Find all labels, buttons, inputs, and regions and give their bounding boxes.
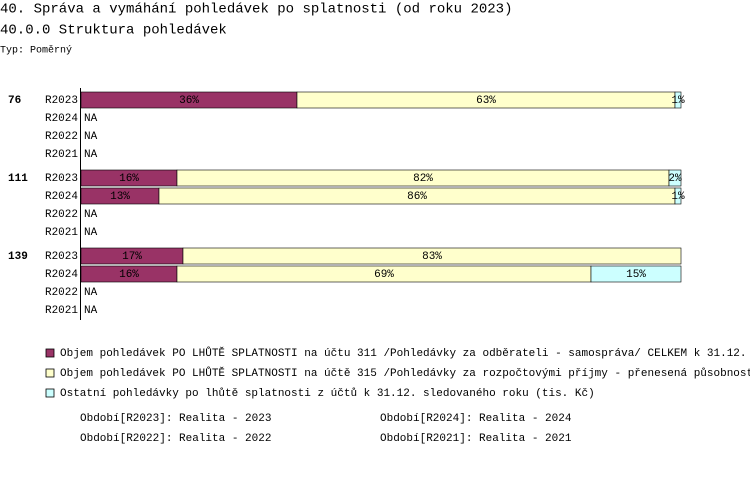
category-label: R2023 — [45, 251, 78, 263]
category-label: R2022 — [45, 287, 78, 299]
category-label: R2024 — [45, 269, 78, 281]
value-label: 16% — [119, 269, 139, 281]
category-label: R2023 — [45, 95, 78, 107]
value-label: 15% — [626, 269, 646, 281]
legend-label: Ostatní pohledávky po lhůtě splatnosti z… — [60, 387, 595, 400]
chart-note: Typ: Poměrný — [0, 45, 72, 57]
category-label: R2024 — [45, 113, 78, 125]
bar-segment — [590, 265, 682, 283]
legend-label: Objem pohledávek PO LHŮTĚ SPLATNOSTI na … — [60, 346, 750, 360]
bar-segment — [668, 169, 682, 187]
category-label: R2021 — [45, 305, 78, 317]
bar-segment — [674, 91, 682, 109]
value-label: 1% — [671, 191, 685, 203]
period-label: Období[R2023]: Realita - 2023 — [80, 413, 271, 425]
category-label: R2022 — [45, 209, 78, 221]
value-label: 17% — [122, 251, 142, 263]
group-label: 139 — [8, 251, 28, 263]
period-label: Období[R2022]: Realita - 2022 — [80, 433, 271, 445]
legend-swatch — [45, 388, 55, 398]
bar-segment — [674, 187, 682, 205]
na-label: NA — [84, 149, 98, 161]
value-label: 16% — [119, 173, 139, 185]
value-label: 63% — [476, 95, 496, 107]
value-label: 36% — [179, 95, 199, 107]
category-label: R2022 — [45, 131, 78, 143]
value-label: 83% — [422, 251, 442, 263]
chart-title: 40. Správa a vymáhání pohledávek po spla… — [0, 2, 512, 18]
legend-swatch — [45, 368, 55, 378]
period-label: Období[R2024]: Realita - 2024 — [380, 413, 572, 425]
category-label: R2023 — [45, 173, 78, 185]
group-label: 111 — [8, 173, 28, 185]
na-label: NA — [84, 209, 98, 221]
category-label: R2021 — [45, 149, 78, 161]
value-label: 13% — [110, 191, 130, 203]
value-label: 2% — [668, 173, 682, 185]
legend-swatch — [45, 348, 55, 358]
na-label: NA — [84, 131, 98, 143]
period-label: Období[R2021]: Realita - 2021 — [380, 433, 572, 445]
group-label: 76 — [8, 95, 21, 107]
value-label: 1% — [671, 95, 685, 107]
na-label: NA — [84, 113, 98, 125]
value-label: 69% — [374, 269, 394, 281]
na-label: NA — [84, 287, 98, 299]
na-label: NA — [84, 227, 98, 239]
value-label: 82% — [413, 173, 433, 185]
category-label: R2021 — [45, 227, 78, 239]
na-label: NA — [84, 305, 98, 317]
legend-label: Objem pohledávek PO LHŮTĚ SPLATNOSTI na … — [60, 366, 750, 380]
value-label: 86% — [407, 191, 427, 203]
category-label: R2024 — [45, 191, 78, 203]
bar-segment — [182, 247, 682, 265]
chart-subtitle: 40.0.0 Struktura pohledávek — [0, 23, 227, 39]
